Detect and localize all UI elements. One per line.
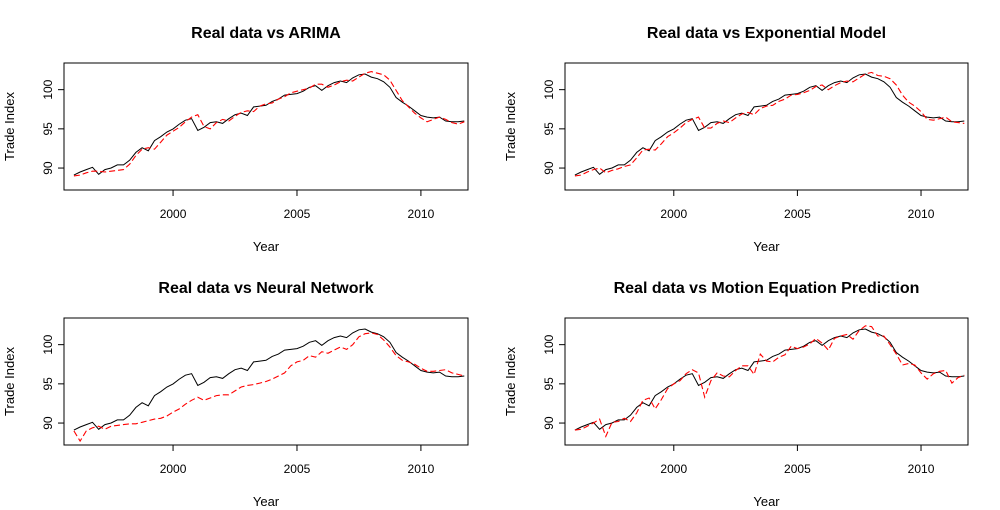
chart-panel-1: Real data vs ARIMA 2000 2005 2010 90 95 100 Yea… [2, 25, 469, 254]
x-axis-label: Year [253, 494, 280, 509]
x-tick-label: 2005 [784, 462, 811, 476]
chart-title: Real data vs Motion Equation Prediction [614, 280, 920, 297]
model-series-line [574, 71, 965, 177]
y-tick-label: 100 [542, 334, 556, 354]
real-data-series-line [73, 328, 465, 431]
real-data-series-line [574, 328, 965, 431]
y-tick-label: 95 [542, 122, 556, 136]
y-tick-label: 100 [542, 79, 556, 99]
x-tick-label: 2010 [408, 462, 435, 476]
real-data-series-line [574, 73, 965, 176]
x-tick-label: 2010 [408, 207, 435, 221]
chart-title: Real data vs ARIMA [191, 25, 341, 42]
plot-frame [63, 62, 469, 191]
x-tick-label: 2010 [908, 462, 935, 476]
x-axis-label: Year [253, 239, 280, 254]
x-tick-label: 2005 [284, 207, 311, 221]
chart-title: Real data vs Exponential Model [647, 25, 886, 42]
chart-title: Real data vs Neural Network [158, 280, 373, 297]
x-axis-label: Year [753, 494, 780, 509]
model-series-line [574, 325, 965, 438]
y-axis-label: Trade Index [2, 92, 17, 161]
plot-frame [564, 62, 969, 191]
model-series-line [73, 71, 465, 177]
y-axis-label: Trade Index [2, 347, 17, 416]
y-tick-label: 95 [41, 122, 55, 136]
chart-panel-3: Real data vs Neural Network 2000 2005 2010 9… [2, 280, 469, 509]
y-tick-label: 95 [542, 377, 556, 391]
x-tick-label: 2005 [784, 207, 811, 221]
chart-panel-4: Real data vs Motion Equation Prediction 2… [503, 280, 969, 509]
x-tick-label: 2000 [160, 462, 187, 476]
plot-frame [564, 317, 969, 446]
x-tick-label: 2010 [908, 207, 935, 221]
y-tick-label: 100 [41, 79, 55, 99]
x-tick-label: 2000 [660, 207, 687, 221]
y-tick-label: 90 [542, 161, 556, 175]
y-tick-label: 90 [41, 416, 55, 430]
y-axis-label: Trade Index [503, 347, 518, 416]
x-tick-label: 2000 [160, 207, 187, 221]
y-tick-label: 100 [41, 334, 55, 354]
plot-frame [63, 317, 469, 446]
x-axis-label: Year [753, 239, 780, 254]
model-series-line [73, 332, 465, 443]
y-tick-label: 90 [542, 416, 556, 430]
chart-panel-2: Real data vs Exponential Model 2000 2005 20… [503, 25, 969, 254]
x-tick-label: 2000 [660, 462, 687, 476]
y-tick-label: 90 [41, 161, 55, 175]
y-axis-label: Trade Index [503, 92, 518, 161]
x-tick-label: 2005 [284, 462, 311, 476]
y-tick-label: 95 [41, 377, 55, 391]
